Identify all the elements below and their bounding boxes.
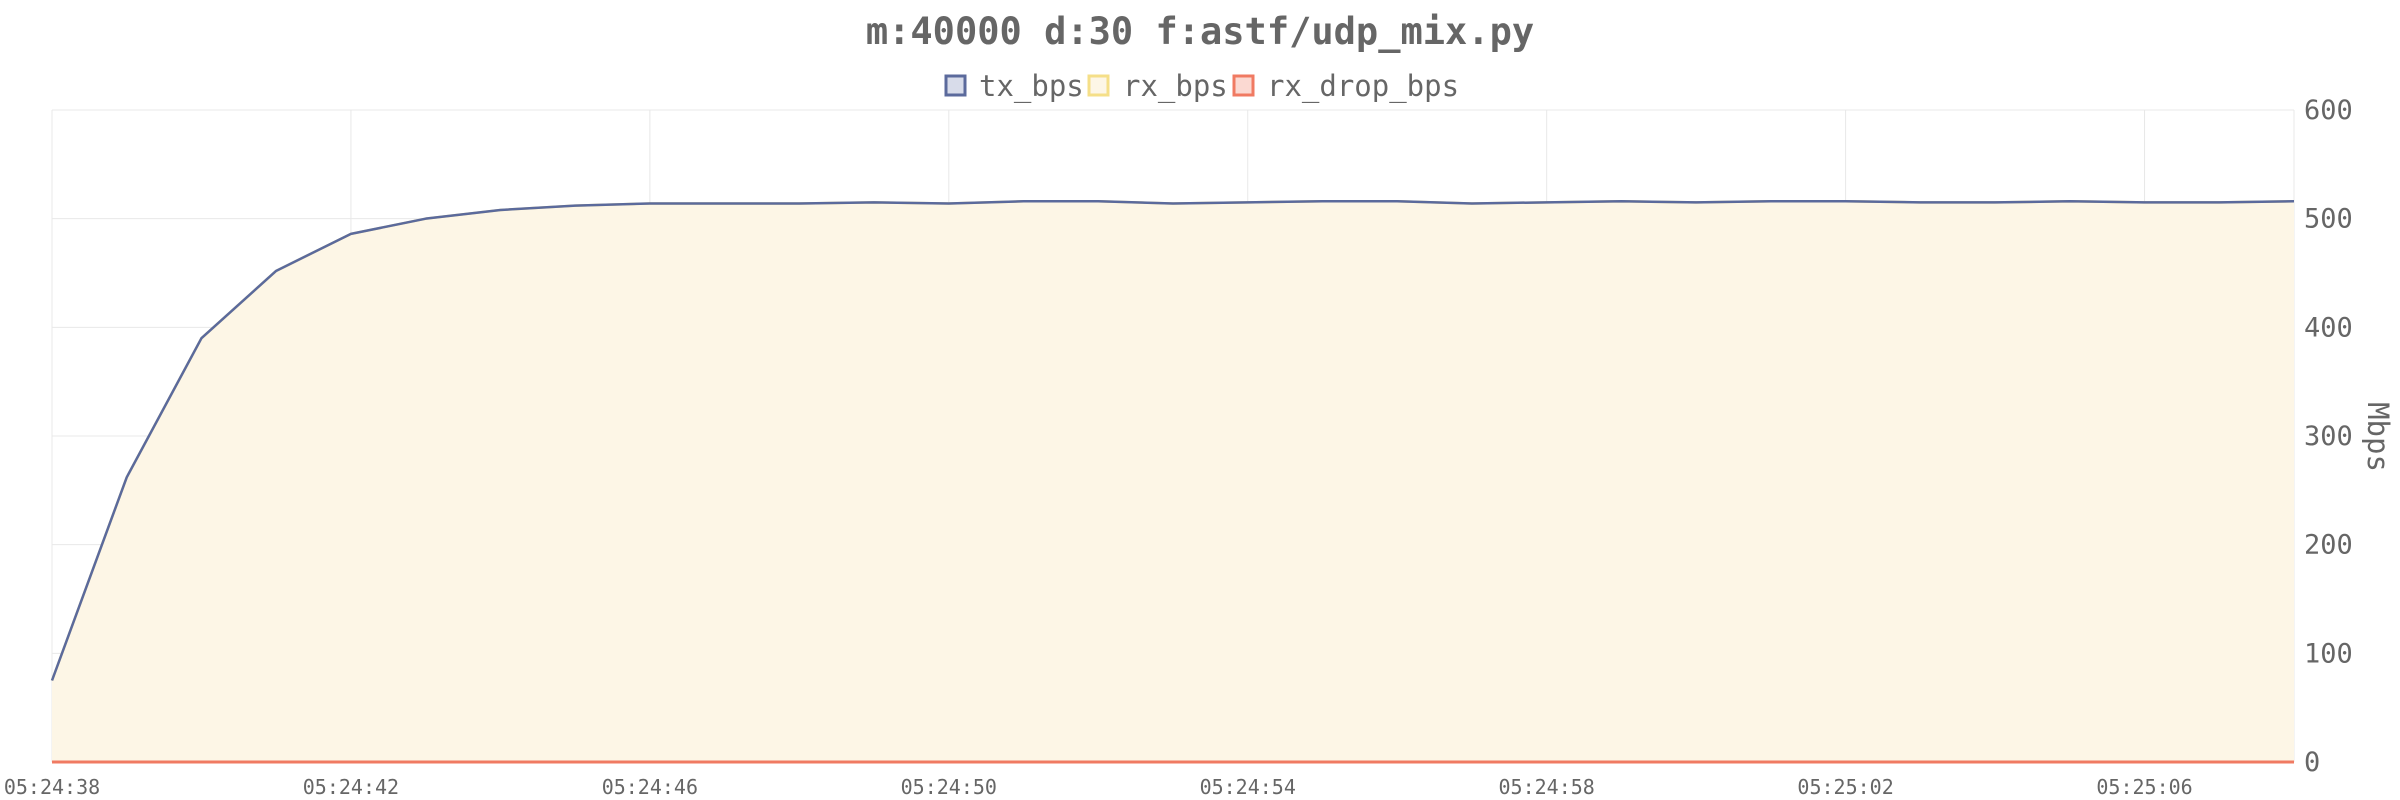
legend-label-rx_drop_bps[interactable]: rx_drop_bps (1267, 69, 1459, 104)
series-line-tx_bps (50, 200, 2295, 681)
legend-swatch-rx_bps[interactable] (1087, 74, 1110, 97)
y-tick-label: 500 (2304, 204, 2353, 235)
legend: tx_bps rx_bps rx_drop_bps (944, 69, 1459, 104)
series-lines (50, 200, 2295, 764)
series-area-rx_bps (52, 201, 2294, 762)
x-tick-label: 05:25:02 (1797, 775, 1893, 799)
y-tick-label: 0 (2304, 747, 2320, 778)
y-tick-label: 200 (2304, 530, 2353, 561)
series-areas (52, 201, 2294, 762)
x-tick-label: 05:24:38 (4, 775, 100, 799)
y-tick-label: 400 (2304, 312, 2353, 343)
x-tick-label: 05:24:46 (602, 775, 698, 799)
legend-label-tx_bps[interactable]: tx_bps (979, 69, 1084, 104)
legend-swatch-rx_drop_bps[interactable] (1232, 74, 1255, 97)
y-axis: 0 100 200 300 400 500 600 (2304, 95, 2353, 778)
x-axis: 05:24:38 05:24:42 05:24:46 05:24:50 05:24:54… (4, 775, 2193, 799)
x-tick-label: 05:24:42 (303, 775, 399, 799)
chart-title: m:40000 d:30 f:astf/udp_mix.py (866, 10, 1534, 53)
y-tick-label: 600 (2304, 95, 2353, 126)
y-tick-label: 100 (2304, 638, 2353, 669)
legend-label-rx_bps[interactable]: rx_bps (1123, 69, 1228, 104)
x-tick-label: 05:25:06 (2096, 775, 2192, 799)
legend-swatch-tx_bps[interactable] (944, 74, 967, 97)
x-tick-label: 05:24:50 (901, 775, 997, 799)
y-tick-label: 300 (2304, 421, 2353, 452)
x-tick-label: 05:24:58 (1499, 775, 1595, 799)
x-tick-label: 05:24:54 (1200, 775, 1296, 799)
y-axis-label: Mbps (2361, 402, 2395, 472)
